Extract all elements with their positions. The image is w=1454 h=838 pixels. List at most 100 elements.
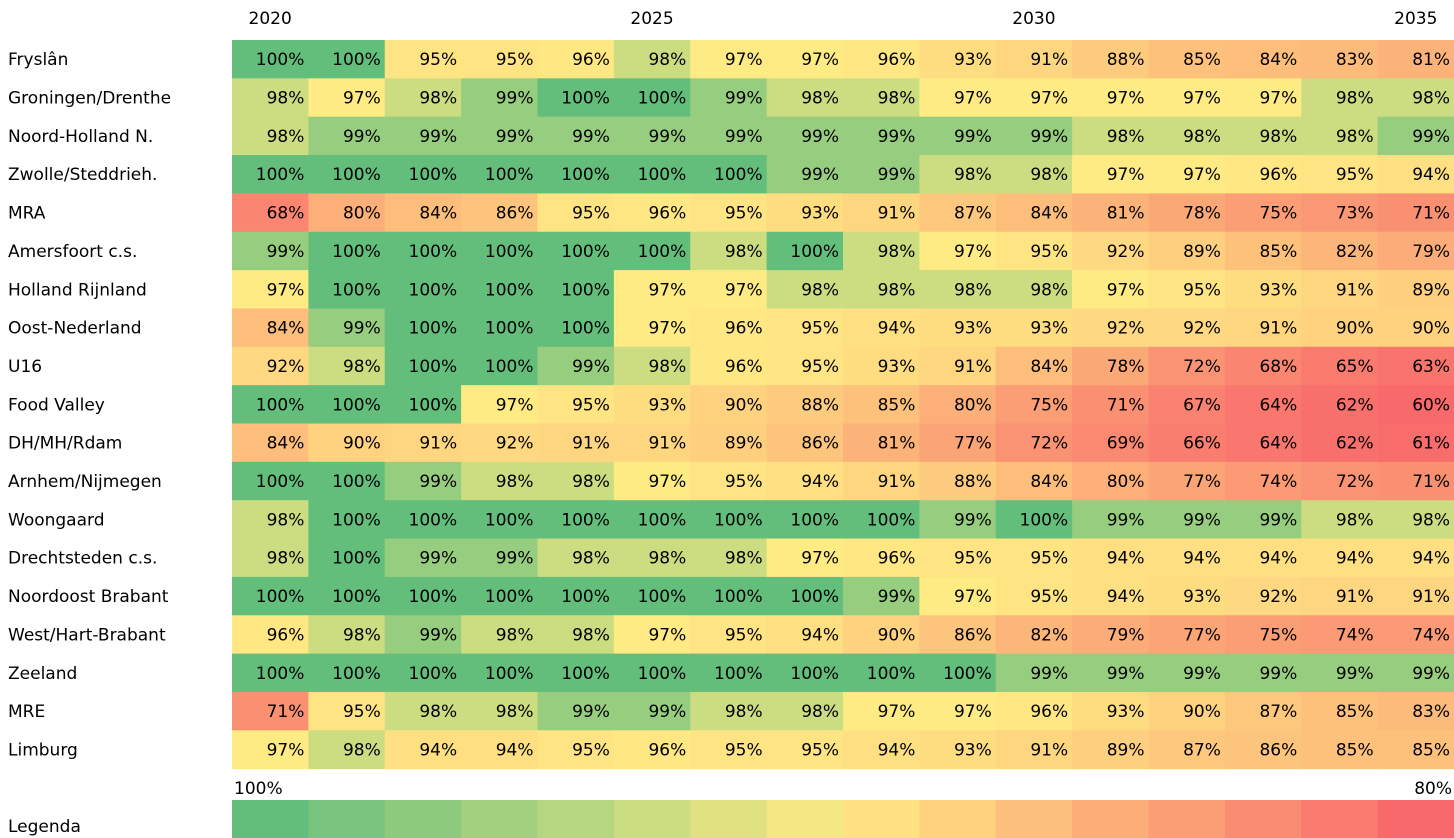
cell [461,40,538,79]
cell [843,40,920,79]
cell-label: 99% [725,89,763,109]
cell-label: 97% [1259,89,1297,109]
cell-label: 90% [878,625,916,645]
cell [843,346,920,386]
cell [690,78,768,118]
cell-label: 100% [409,510,458,530]
cell-label: 85% [1336,702,1374,722]
cell [766,155,844,194]
cell-label: 98% [801,89,839,109]
cell-label: 80% [1107,472,1145,492]
cell-label: 100% [409,587,458,607]
cell [843,730,920,770]
cell-label: 95% [1030,242,1068,262]
cell-label: 82% [1336,242,1374,262]
cell-label: 99% [1183,510,1221,530]
cell [232,78,309,118]
cell-label: 97% [801,50,839,70]
cell-label: 94% [1336,549,1374,569]
cell-label: 100% [943,664,992,684]
cell [995,116,1073,156]
cell-label: 93% [801,204,839,224]
cell [919,538,997,578]
cell [766,193,844,233]
cell-label: 92% [267,357,305,377]
cell-label: 95% [496,50,534,70]
cell-label: 79% [1412,242,1450,262]
cell [843,155,920,194]
cell-label: 85% [1336,740,1374,760]
cell [1377,423,1454,463]
cell-label: 95% [343,702,381,722]
cell [843,423,920,463]
legend-swatch [613,800,691,838]
cell-label: 99% [419,472,457,492]
cell-label: 99% [1107,664,1145,684]
row-label: Fryslân [8,50,68,70]
cell-label: 75% [1030,395,1068,415]
cell-label: 91% [1336,587,1374,607]
cell [766,615,844,655]
cell-label: 72% [1030,434,1068,454]
cell [995,385,1073,424]
cell [613,231,691,271]
cell-label: 100% [256,664,305,684]
cell-label: 77% [954,434,992,454]
cell-label: 95% [801,319,839,339]
cell-label: 77% [1183,472,1221,492]
cell [384,308,462,348]
cell-label: 100% [332,165,381,185]
cell [308,346,386,386]
cell-label: 98% [1183,127,1221,147]
cell [690,423,768,463]
cell-label: 100% [256,165,305,185]
cell [1377,270,1454,309]
cell [1301,423,1379,463]
cell [1224,308,1302,348]
cell [995,461,1073,501]
cell [613,653,691,693]
cell [919,40,997,79]
cell [308,615,386,655]
cell-label: 98% [725,549,763,569]
cell [690,155,768,194]
cell [461,461,538,501]
cell-label: 99% [496,127,534,147]
cell [461,730,538,770]
cell-label: 84% [1259,50,1297,70]
cell-label: 99% [1259,510,1297,530]
cell-label: 98% [496,702,534,722]
cell-label: 97% [496,395,534,415]
cell [232,461,309,501]
cell-label: 100% [714,165,763,185]
legend-swatch [995,800,1073,838]
cell-label: 92% [496,434,534,454]
cell [232,691,309,731]
cell [1072,538,1149,578]
cell-label: 98% [878,89,916,109]
cell [1377,653,1454,693]
cell [461,500,538,540]
row-label: Groningen/Drenthe [8,89,171,109]
cell-label: 98% [801,702,839,722]
cell [1224,500,1302,540]
legend-swatch [232,800,309,838]
cell-label: 90% [343,434,381,454]
cell [613,730,691,770]
cell [1301,116,1379,156]
cell [461,653,538,693]
cell-label: 94% [1183,549,1221,569]
cell-label: 91% [878,472,916,492]
row-label: Food Valley [8,395,105,415]
cell [384,423,462,463]
cell-label: 100% [485,510,534,530]
cell-label: 99% [1030,127,1068,147]
cell-label: 96% [878,50,916,70]
cell [232,231,309,271]
legend-min-label: 80% [1414,779,1452,799]
cell [1072,423,1149,463]
legend-swatch [1148,800,1226,838]
cell-label: 97% [1183,89,1221,109]
cell [1072,116,1149,156]
